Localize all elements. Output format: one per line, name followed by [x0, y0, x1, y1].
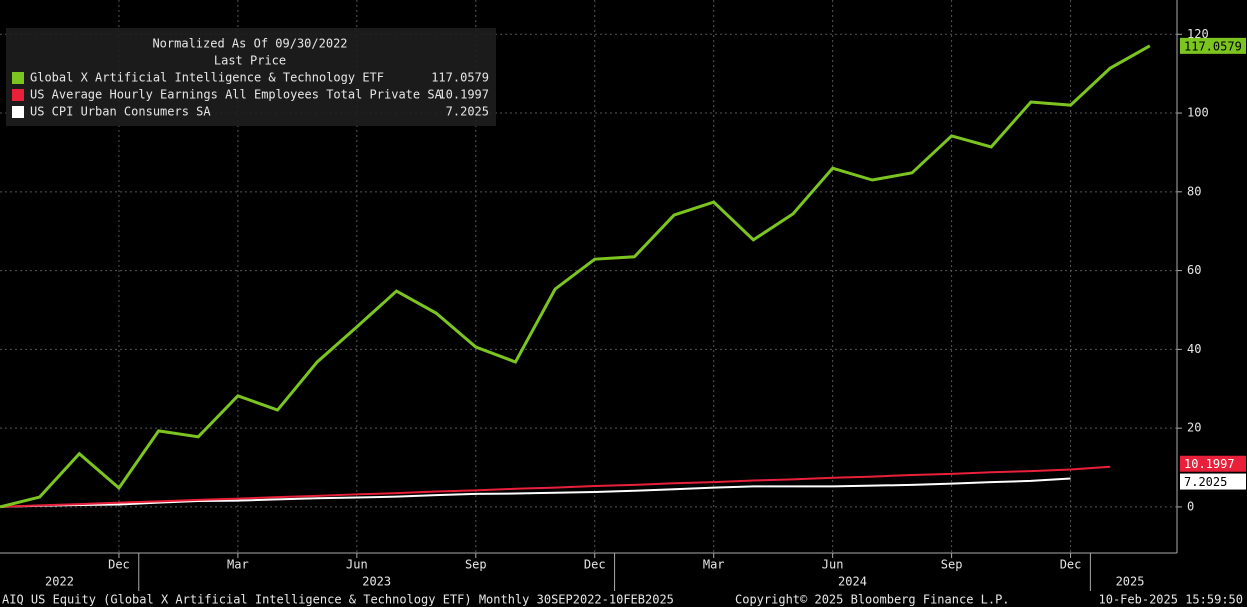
legend-swatch [12, 89, 24, 101]
year-label: 2023 [362, 575, 391, 589]
y-tick-label: 60 [1187, 263, 1201, 277]
y-tick-label: 20 [1187, 421, 1201, 435]
legend-value: 7.2025 [446, 105, 489, 119]
legend-label: US CPI Urban Consumers SA [30, 105, 211, 119]
legend-swatch [12, 106, 24, 118]
y-tick-label: 40 [1187, 342, 1201, 356]
y-tick-label: 80 [1187, 184, 1201, 198]
last-value-box [1180, 455, 1246, 472]
legend-title: Normalized As Of 09/30/2022 [152, 37, 347, 51]
series-line [0, 44, 1151, 509]
x-tick-label: Mar [703, 558, 725, 572]
last-value-label: 10.1997 [1184, 457, 1235, 471]
x-tick-label: Jun [822, 558, 844, 572]
legend-value: 117.0579 [431, 71, 489, 85]
x-tick-label: Sep [465, 558, 487, 572]
x-tick-label: Jun [346, 558, 368, 572]
legend-value: 10.1997 [438, 88, 489, 102]
legend-label: Global X Artificial Intelligence & Techn… [30, 71, 384, 85]
legend-box [6, 28, 496, 126]
legend-swatch [12, 72, 24, 84]
legend-label: US Average Hourly Earnings All Employees… [30, 88, 443, 102]
x-tick-label: Dec [1060, 558, 1082, 572]
year-label: 2022 [45, 575, 74, 589]
last-value-box [1180, 37, 1246, 54]
last-value-label: 7.2025 [1184, 475, 1227, 489]
y-tick-label: 0 [1187, 499, 1194, 513]
x-tick-label: Sep [941, 558, 963, 572]
legend-subtitle: Last Price [214, 54, 286, 68]
x-tick-label: Dec [108, 558, 130, 572]
footer-timestamp: 10-Feb-2025 15:59:50 [1099, 593, 1244, 607]
series-line [0, 477, 1071, 508]
y-tick-label: 120 [1187, 27, 1209, 41]
x-tick-label: Mar [227, 558, 249, 572]
last-value-box [1180, 473, 1246, 490]
series-line [0, 465, 1111, 508]
footer-copyright: Copyright© 2025 Bloomberg Finance L.P. [735, 593, 1010, 607]
year-label: 2025 [1116, 575, 1145, 589]
y-tick-label: 100 [1187, 106, 1209, 120]
footer-description: AIQ US Equity (Global X Artificial Intel… [2, 593, 674, 607]
last-value-label: 117.0579 [1184, 39, 1242, 53]
year-label: 2024 [838, 575, 867, 589]
x-tick-label: Dec [584, 558, 606, 572]
